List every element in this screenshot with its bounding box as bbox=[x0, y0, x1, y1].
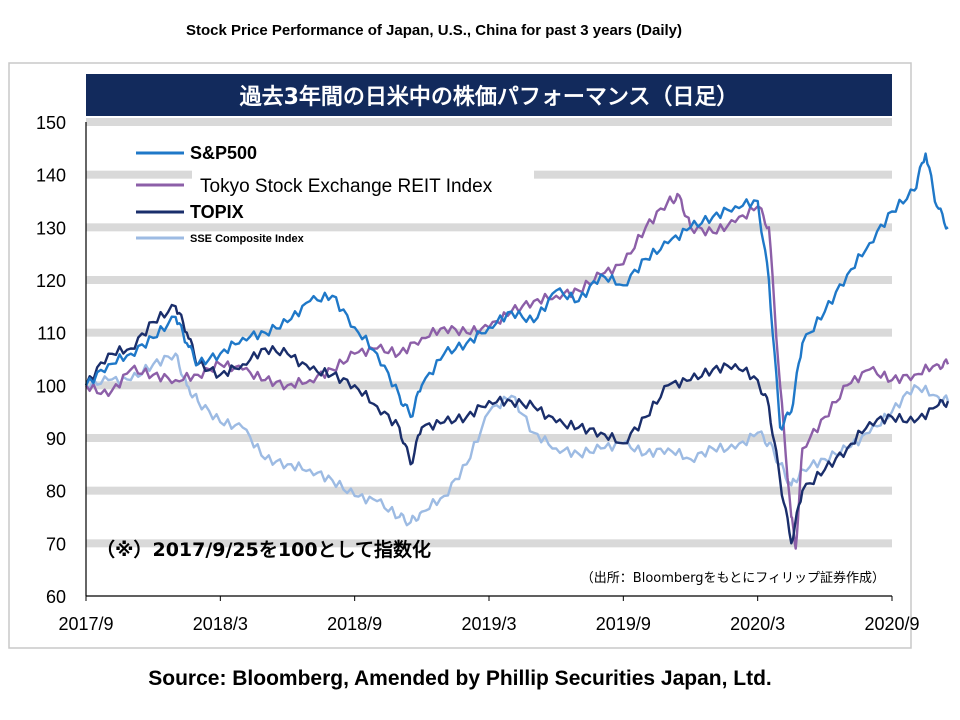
page-title: Stock Price Performance of Japan, U.S., … bbox=[185, 22, 682, 39]
chart-note: （※）2017/9/25を100として指数化 bbox=[96, 538, 431, 561]
y-tick-label: 130 bbox=[36, 218, 66, 238]
y-tick-label: 70 bbox=[46, 534, 66, 554]
source-note: Source: Bloomberg, Amended by Phillip Se… bbox=[148, 667, 772, 690]
x-tick-labels: 2017/9 2018/3 2018/9 2019/3 2019/9 2020/3 2020… bbox=[58, 596, 920, 634]
y-tick-label: 110 bbox=[37, 324, 66, 344]
gridline-110 bbox=[86, 328, 892, 337]
legend: S&P500 Tokyo Stock Exchange REIT Index TOP… bbox=[136, 143, 534, 245]
y-tick-label: 80 bbox=[46, 482, 66, 502]
y-tick-label: 60 bbox=[46, 587, 66, 607]
y-tick-label: 90 bbox=[46, 429, 66, 449]
y-tick-label: 150 bbox=[36, 113, 66, 133]
x-tick-label: 2019/3 bbox=[461, 614, 516, 634]
chart-title: 過去3年間の日米中の株価パフォーマンス（日足） bbox=[240, 84, 739, 110]
gridline-100 bbox=[86, 381, 892, 390]
chart-credit: （出所：Bloombergをもとにフィリップ証券作成） bbox=[581, 570, 885, 586]
x-tick-label: 2020/3 bbox=[730, 614, 785, 634]
x-tick-label: 2018/9 bbox=[327, 614, 382, 634]
gridline-90 bbox=[86, 434, 892, 442]
legend-label: SSE Composite Index bbox=[190, 233, 305, 245]
gridline-150 bbox=[86, 118, 892, 126]
gridline-70 bbox=[86, 539, 892, 548]
x-tick-label: 2019/9 bbox=[596, 614, 651, 634]
y-tick-label: 120 bbox=[36, 271, 66, 291]
y-tick-label: 140 bbox=[36, 166, 66, 186]
series-line-s-p500 bbox=[84, 152, 949, 431]
x-tick-label: 2018/3 bbox=[193, 614, 248, 634]
y-tick-labels: 60 70 80 90 100 110 120 130 140 150 bbox=[36, 113, 66, 607]
series-lines bbox=[84, 152, 950, 550]
series-line-topix bbox=[84, 303, 950, 545]
legend-label-bg bbox=[192, 169, 534, 197]
chart-frame bbox=[8, 62, 912, 649]
y-tick-label: 100 bbox=[36, 376, 66, 396]
legend-label: S&P500 bbox=[190, 143, 257, 163]
gridline-130 bbox=[86, 223, 892, 232]
x-tick-label: 2020/9 bbox=[864, 614, 919, 634]
chart-title-banner bbox=[86, 74, 892, 116]
gridline-80 bbox=[86, 486, 892, 495]
gridline-120 bbox=[86, 276, 892, 284]
x-tick-label: 2017/9 bbox=[58, 614, 113, 634]
legend-label: TOPIX bbox=[190, 202, 244, 222]
legend-label: Tokyo Stock Exchange REIT Index bbox=[200, 176, 493, 197]
series-line-tokyo-stock-exchange-reit-index bbox=[85, 192, 950, 550]
